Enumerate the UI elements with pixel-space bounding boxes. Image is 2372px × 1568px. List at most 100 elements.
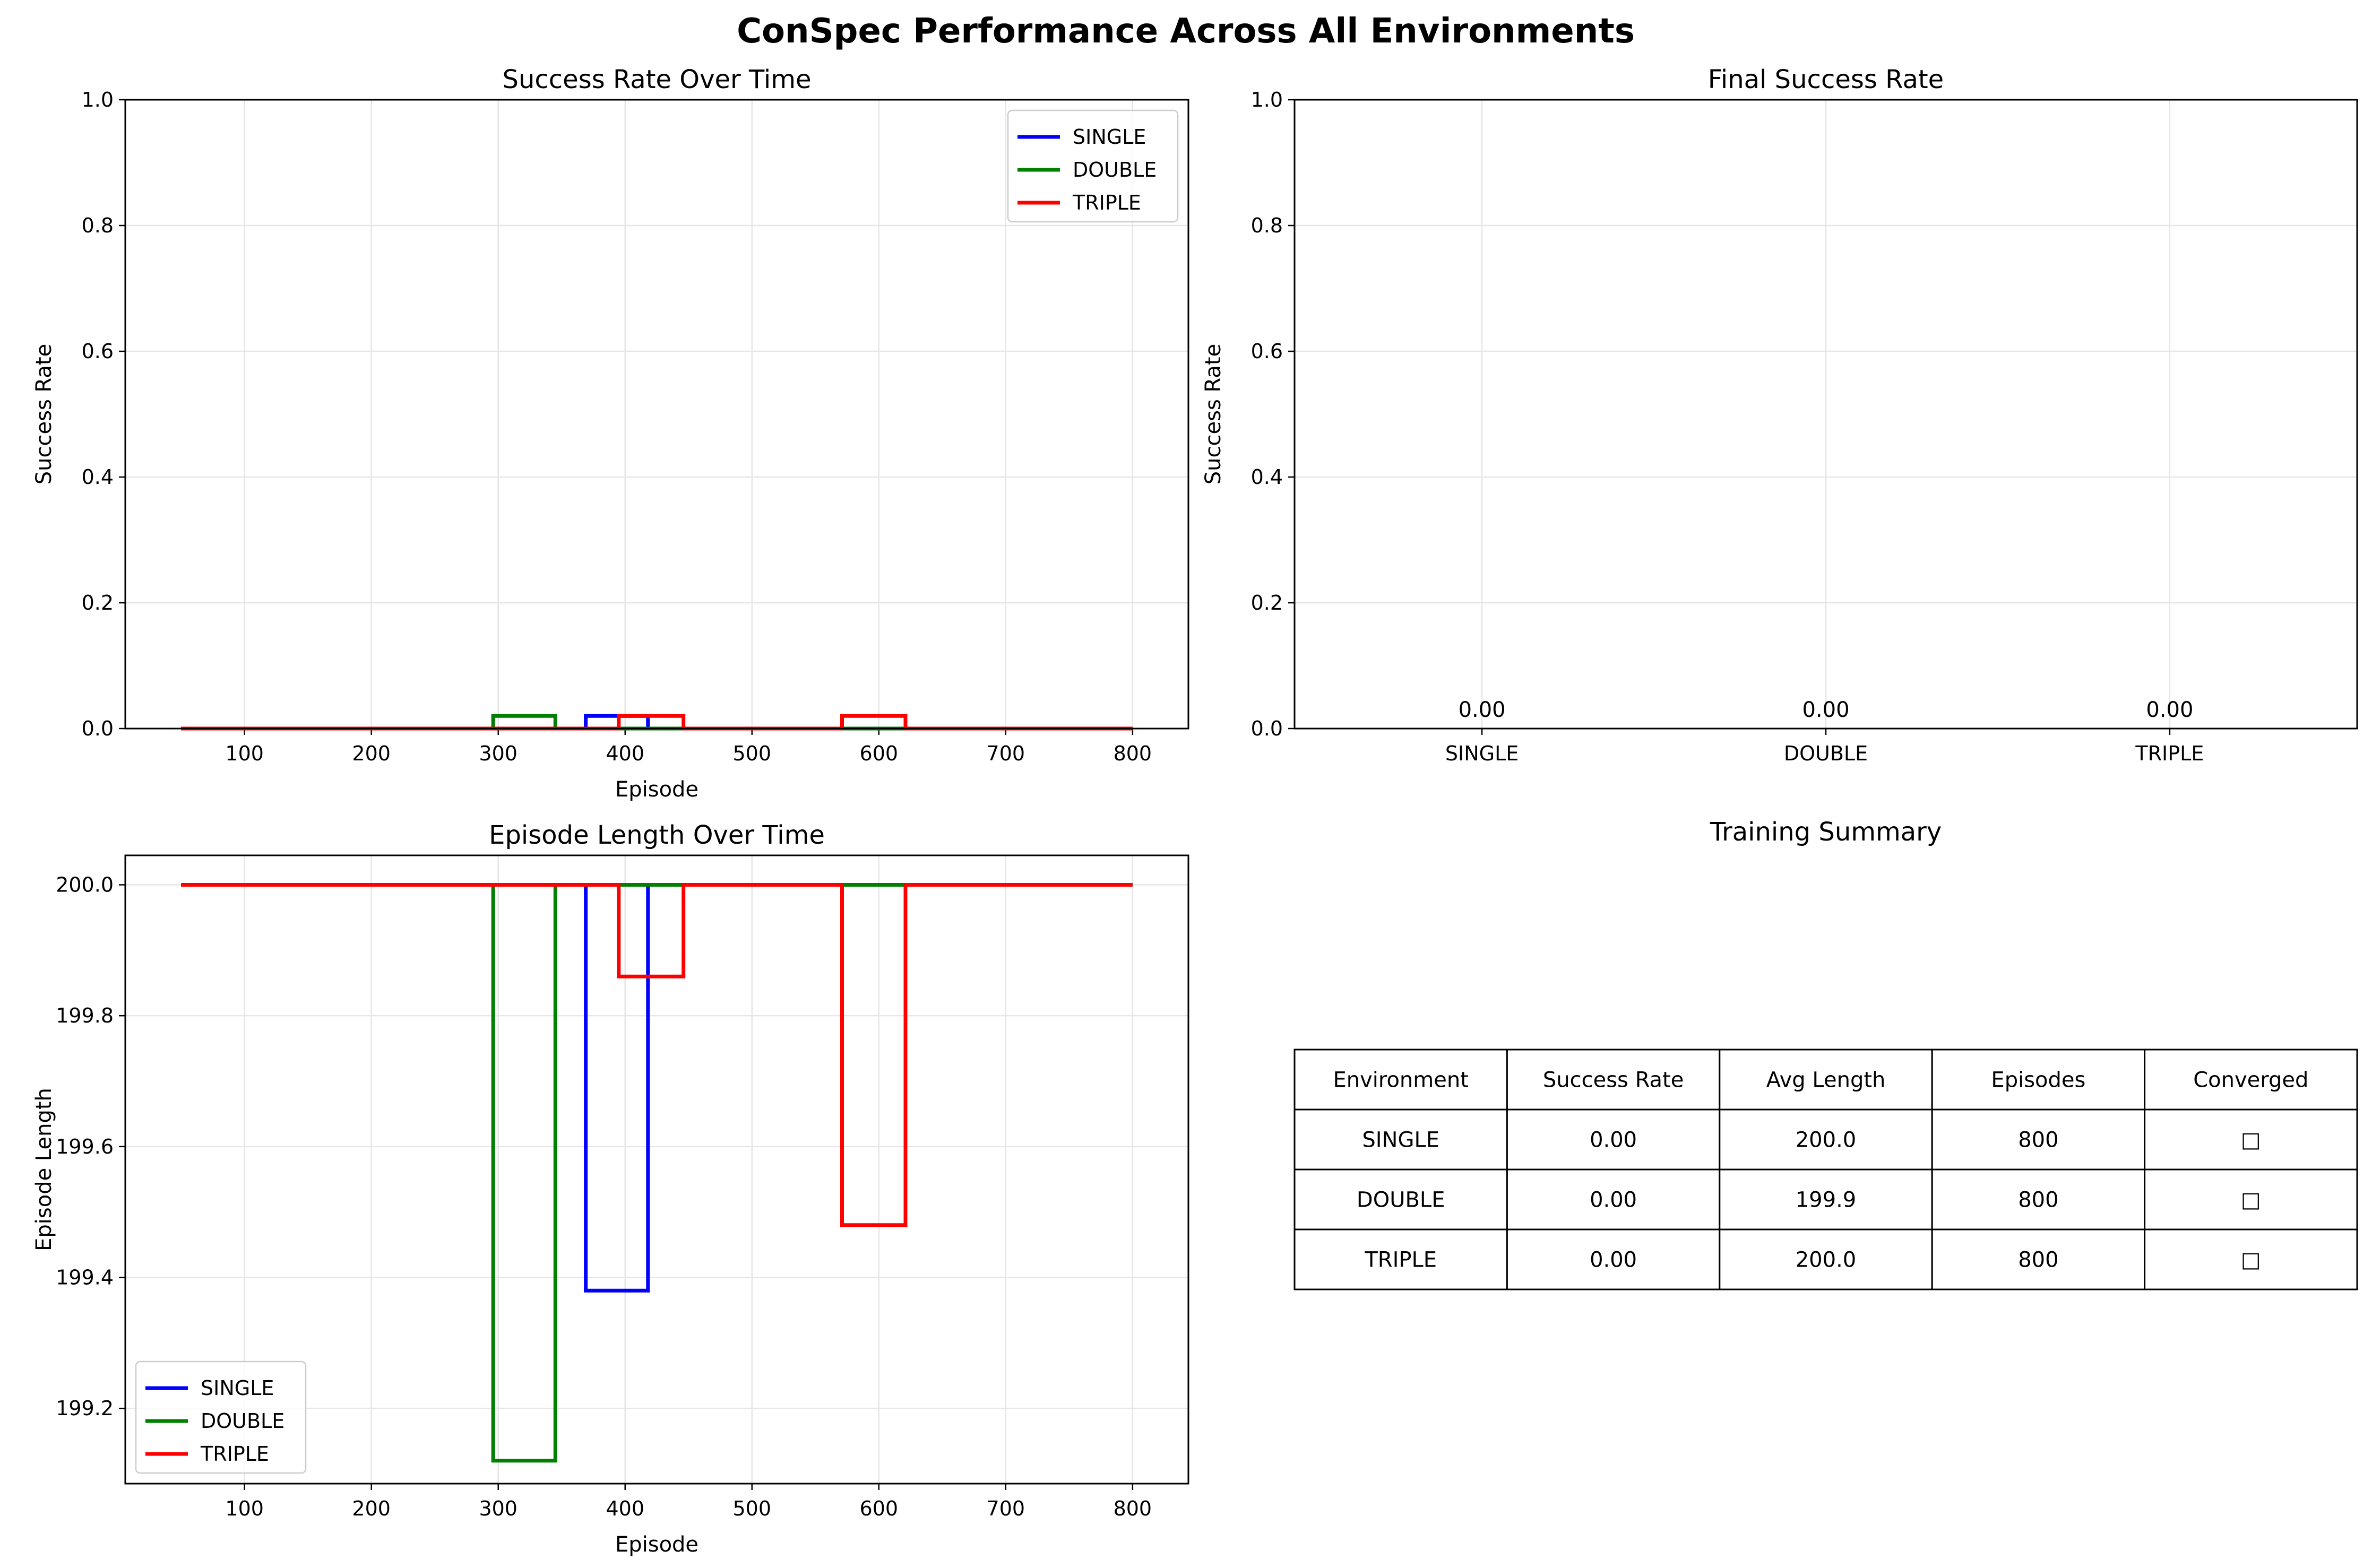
x-tick-label: 800 (1114, 742, 1152, 765)
x-tick-label-double: DOUBLE (1784, 742, 1868, 765)
y-tick-label: 0.6 (82, 340, 114, 363)
table-header-cell (1293, 1049, 1508, 1111)
y-tick-label: 199.2 (56, 1397, 114, 1420)
x-tick-label: 100 (225, 742, 264, 765)
x-tick-label: 300 (479, 742, 517, 765)
table-cell-text: 0.00 (1590, 1248, 1637, 1272)
x-tick-label: 500 (733, 1497, 772, 1520)
table-cell-text: 800 (2018, 1188, 2058, 1212)
table-header-cell (1719, 1049, 1933, 1111)
x-tick-label: 200 (352, 742, 391, 765)
y-axis-label: Success Rate (32, 344, 56, 484)
panel-title: Training Summary (1710, 817, 1942, 847)
success-rate-panel: 0.0 0.2 0.4 0.6 0.8 1.0 Success Rate Over Time… (32, 65, 1189, 802)
table-cell-text: □ (2241, 1128, 2261, 1153)
bar-value-label-double: 0.00 (1802, 698, 1849, 722)
bar-value-label-single: 0.00 (1459, 698, 1506, 722)
episode-length-panel: 199.2 199.4 199.6 199.8 200.0 Episode Length … (32, 820, 1189, 1557)
y-tick-label: 199.8 (56, 1004, 114, 1027)
table-cell (1719, 1228, 1933, 1290)
x-tick-label: 100 (225, 1497, 264, 1520)
series-line-triple (181, 883, 1133, 1227)
bar-value-label-triple: 0.00 (2146, 698, 2193, 722)
y-tick-label: 0.4 (82, 465, 114, 489)
x-tick-label: 300 (479, 1497, 517, 1520)
y-axis-label: Episode Length (32, 1088, 56, 1251)
legend: SINGLE DOUBLE TRIPLE (135, 1361, 307, 1474)
y-tick-label: 1.0 (1251, 88, 1283, 111)
x-tick-label: 500 (733, 742, 772, 765)
panel-title: Final Success Rate (1708, 65, 1944, 94)
table-cell-text: 0.00 (1590, 1128, 1637, 1153)
table-cell (2144, 1108, 2358, 1171)
y-tick-label: 0.6 (1251, 340, 1283, 363)
x-axis-label: Episode (615, 1532, 698, 1557)
axes-frame (124, 854, 1189, 1485)
axes-frame (1293, 99, 2358, 730)
table-cell (1506, 1168, 1721, 1231)
table-cell-text: 800 (2018, 1248, 2058, 1272)
x-tick-label-triple: TRIPLE (2135, 742, 2204, 765)
legend-label-double: DOUBLE (201, 1409, 284, 1433)
y-tick-label: 1.0 (82, 88, 114, 111)
y-tick-label: 199.6 (56, 1135, 114, 1158)
legend-label-double: DOUBLE (1073, 158, 1157, 181)
legend-label-single: SINGLE (1073, 125, 1146, 149)
table-header-text: Success Rate (1543, 1068, 1684, 1093)
figure-title: ConSpec Performance Across All Environme… (737, 12, 1635, 51)
legend-label-triple: TRIPLE (1072, 191, 1141, 214)
x-tick-label: 700 (987, 1497, 1025, 1520)
panel-title: Success Rate Over Time (503, 65, 812, 94)
x-axis-label: Episode (615, 777, 698, 802)
y-tick-label: 0.0 (82, 717, 114, 740)
table-cell (1719, 1168, 1933, 1231)
x-tick-label: 600 (860, 1497, 899, 1520)
table-cell-text: 0.00 (1590, 1188, 1637, 1212)
table-header-text: Environment (1333, 1068, 1468, 1093)
training-summary-panel: Training Summary Environment Success Rate A… (1293, 817, 2358, 1290)
table-cell-text: 800 (2018, 1128, 2058, 1153)
table-cell-text: □ (2241, 1188, 2261, 1212)
table-cell-text: 200.0 (1796, 1128, 1857, 1153)
table-cell-text: SINGLE (1362, 1128, 1439, 1153)
x-tick-label: 700 (987, 742, 1025, 765)
x-tick-label-single: SINGLE (1445, 742, 1519, 765)
legend: SINGLE DOUBLE TRIPLE (1007, 109, 1179, 223)
x-tick-label: 600 (860, 742, 899, 765)
x-tick-label: 800 (1114, 1497, 1152, 1520)
y-tick-label: 0.0 (1251, 717, 1283, 740)
legend-label-triple: TRIPLE (200, 1442, 269, 1466)
table-cell (1506, 1228, 1721, 1290)
table-cell (1293, 1168, 1508, 1231)
y-tick-label: 0.8 (1251, 214, 1283, 237)
panel-title: Episode Length Over Time (489, 820, 825, 850)
y-tick-label: 199.4 (56, 1266, 114, 1289)
x-tick-label: 200 (352, 1497, 391, 1520)
x-tick-label: 400 (606, 1497, 644, 1520)
table-cell (2144, 1168, 2358, 1231)
legend-label-single: SINGLE (201, 1376, 274, 1400)
y-tick-label: 0.2 (82, 591, 114, 614)
y-tick-label: 200.0 (56, 873, 114, 897)
y-tick-label: 0.4 (1251, 465, 1283, 489)
table-cell (1931, 1228, 2146, 1290)
y-tick-label: 0.2 (1251, 591, 1283, 614)
axes-frame (124, 99, 1189, 730)
table-cell (2144, 1228, 2358, 1290)
table-header-cell (2144, 1049, 2358, 1111)
y-axis-label: Success Rate (1201, 344, 1226, 484)
table-cell-text: 199.9 (1796, 1188, 1857, 1212)
table-cell-text: DOUBLE (1357, 1188, 1445, 1212)
table-header-cell (1506, 1049, 1721, 1111)
table-cell-text: □ (2241, 1248, 2261, 1272)
table-header-text: Avg Length (1766, 1068, 1886, 1093)
y-tick-label: 0.8 (82, 214, 114, 237)
final-success-panel: 0.0 0.2 0.4 0.6 0.8 1.0 Final Success Rate Succ… (1201, 65, 2358, 765)
table-cell-text: 200.0 (1796, 1248, 1857, 1272)
table-header-text: Converged (2193, 1068, 2308, 1093)
table-header-text: Episodes (1991, 1068, 2085, 1093)
table-cell-text: TRIPLE (1364, 1248, 1437, 1272)
x-tick-label: 400 (606, 742, 644, 765)
